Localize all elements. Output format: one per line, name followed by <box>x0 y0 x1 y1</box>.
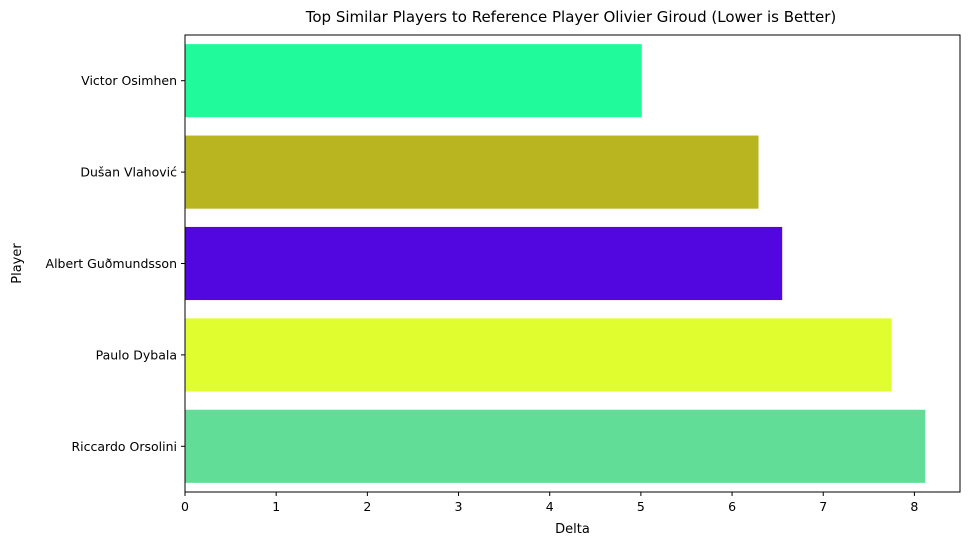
x-tick-label: 4 <box>546 499 554 514</box>
y-tick-label: Albert Guðmundsson <box>46 256 177 271</box>
bar-0 <box>185 44 642 118</box>
x-axis-label: Delta <box>555 522 590 537</box>
x-tick-label: 8 <box>910 499 918 514</box>
y-tick-label: Dušan Vlahović <box>80 165 177 180</box>
x-tick-label: 7 <box>819 499 827 514</box>
x-tick-label: 5 <box>637 499 645 514</box>
y-axis-ticks: Victor Osimhen Dušan Vlahović Albert Guðmu… <box>46 73 185 454</box>
bar-4 <box>185 409 926 483</box>
x-tick-label: 6 <box>728 499 736 514</box>
y-tick-label: Riccardo Orsolini <box>71 439 177 454</box>
x-tick-label: 2 <box>363 499 371 514</box>
y-axis-label: Player <box>10 243 25 284</box>
x-tick-label: 3 <box>455 499 463 514</box>
bar-1 <box>185 135 759 209</box>
bars-group <box>185 44 926 483</box>
bar-2 <box>185 226 783 301</box>
x-axis-ticks: 0 1 2 3 4 5 6 7 8 <box>181 492 918 514</box>
plot-frame <box>184 34 961 493</box>
y-tick-label: Paulo Dybala <box>96 347 177 362</box>
x-tick-label: 1 <box>272 499 280 514</box>
x-tick-label: 0 <box>181 499 189 514</box>
y-tick-label: Victor Osimhen <box>81 73 177 88</box>
bar-3 <box>185 318 892 392</box>
chart-title: Top Similar Players to Reference Player … <box>305 8 836 26</box>
